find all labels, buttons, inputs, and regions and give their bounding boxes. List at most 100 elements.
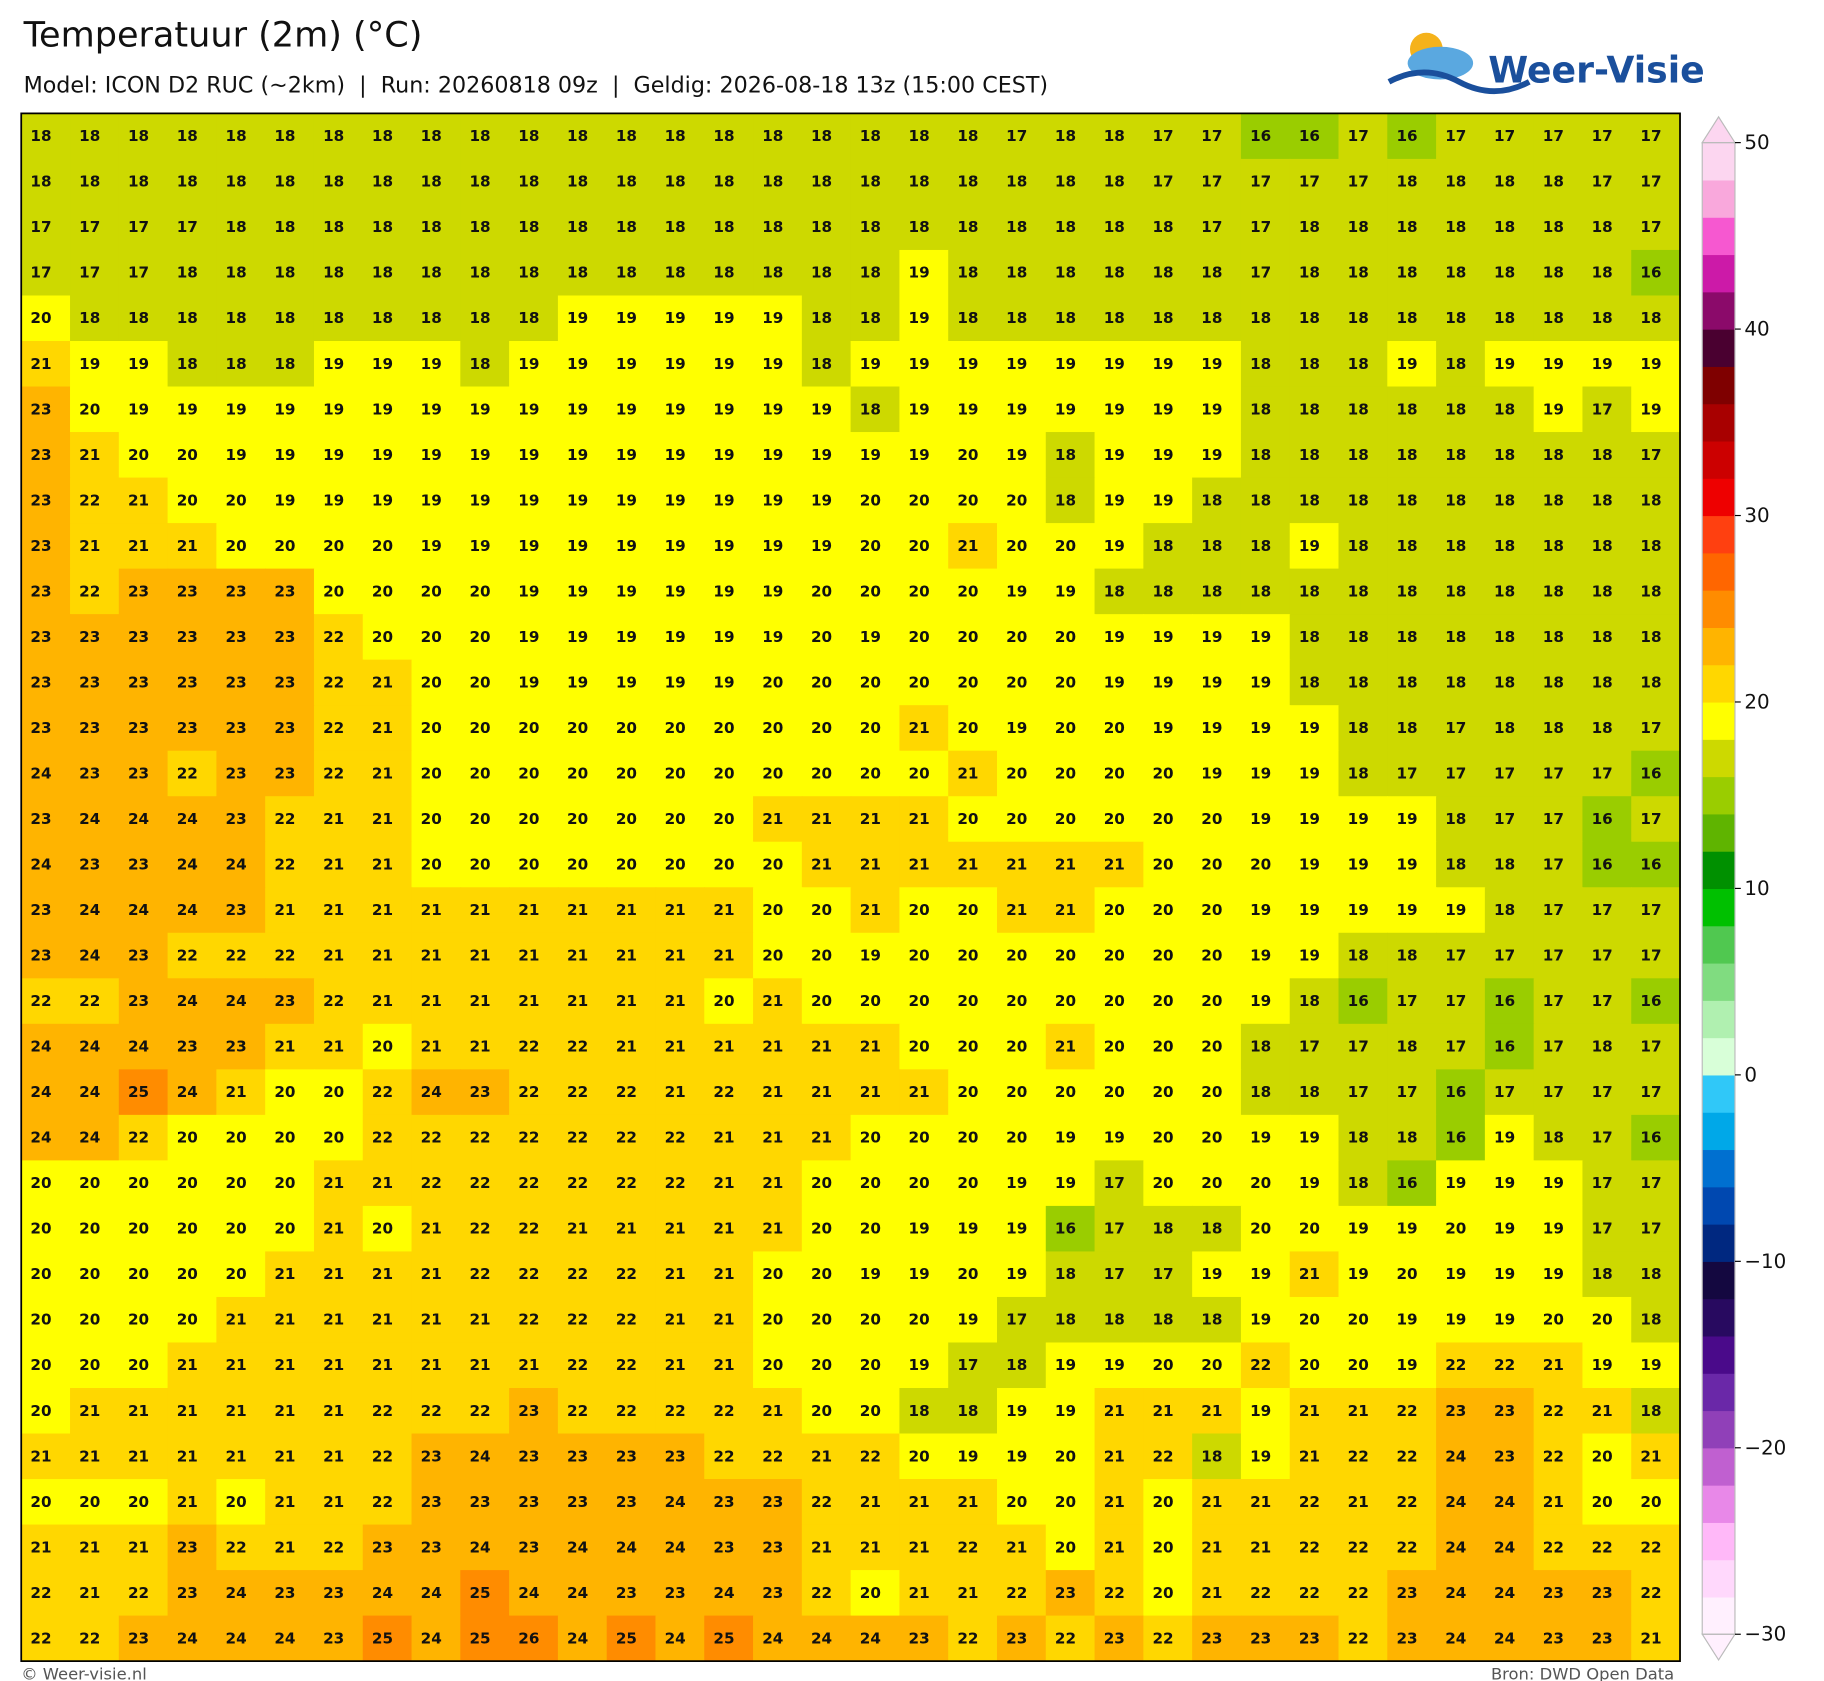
temperature-label: 18: [1396, 1038, 1417, 1056]
temperature-cell: [996, 1251, 1047, 1298]
temperature-cell: [509, 1296, 559, 1344]
temperature-cell: [1582, 659, 1632, 706]
temperature-label: 22: [469, 1265, 490, 1283]
temperature-cell: [899, 523, 949, 570]
temperature-cell: [1436, 614, 1486, 661]
temperature-label: 20: [1201, 901, 1222, 919]
temperature-label: 20: [1006, 810, 1027, 828]
temperature-label: 20: [957, 810, 978, 828]
temperature-label: 24: [177, 901, 198, 919]
temperature-label: 21: [274, 1038, 295, 1056]
temperature-cell: [1484, 1615, 1535, 1662]
temperature-label: 17: [1543, 810, 1564, 828]
temperature-label: 19: [1396, 355, 1417, 373]
temperature-label: 18: [518, 173, 539, 191]
temperature-label: 19: [1299, 855, 1320, 873]
temperature-cell: [216, 477, 266, 524]
colorbar-band: [1702, 701, 1735, 740]
temperature-label: 20: [469, 628, 490, 646]
temperature-cell: [655, 1296, 705, 1344]
temperature-label: 21: [665, 992, 686, 1010]
temperature-cell: [313, 659, 364, 706]
temperature-label: 18: [1201, 1311, 1222, 1329]
temperature-cell: [411, 295, 462, 342]
temperature-cell: [606, 705, 657, 752]
temperature-cell: [411, 614, 462, 661]
temperature-cell: [1436, 1296, 1486, 1344]
temperature-label: 22: [860, 1447, 881, 1465]
temperature-cell: [1289, 158, 1340, 206]
temperature-cell: [1192, 477, 1242, 524]
temperature-cell: [1143, 568, 1193, 615]
temperature-label: 20: [762, 901, 783, 919]
temperature-cell: [1192, 1342, 1242, 1389]
temperature-label: 22: [665, 1174, 686, 1192]
temperature-cell: [1484, 295, 1535, 342]
temperature-label: 19: [1494, 1129, 1515, 1147]
temperature-label: 18: [226, 309, 247, 327]
temperature-cell: [1436, 1023, 1486, 1071]
temperature-cell: [1289, 614, 1340, 661]
temperature-label: 19: [1299, 901, 1320, 919]
temperature-label: 20: [79, 1356, 100, 1374]
temperature-cell: [704, 1615, 754, 1662]
temperature-label: 20: [274, 1220, 295, 1238]
temperature-label: 21: [323, 855, 344, 873]
temperature-cell: [460, 841, 510, 888]
temperature-label: 18: [1543, 309, 1564, 327]
temperature-cell: [948, 1160, 998, 1207]
temperature-cell: [313, 113, 364, 160]
temperature-cell: [118, 1479, 169, 1526]
temperature-cell: [1436, 386, 1486, 433]
temperature-label: 18: [567, 218, 588, 236]
temperature-label: 20: [30, 1356, 51, 1374]
temperature-label: 21: [30, 355, 51, 373]
temperature-cell: [655, 1433, 705, 1480]
temperature-cell: [1289, 295, 1340, 342]
temperature-cell: [606, 1296, 657, 1344]
temperature-cell: [704, 1205, 754, 1253]
temperature-cell: [362, 614, 413, 661]
temperature-label: 23: [665, 1447, 686, 1465]
temperature-label: 22: [1640, 1584, 1661, 1602]
temperature-label: 24: [421, 1629, 442, 1647]
temperature-label: 18: [1299, 309, 1320, 327]
temperature-cell: [1436, 249, 1486, 297]
temperature-label: 17: [957, 1356, 978, 1374]
temperature-label: 20: [616, 855, 637, 873]
temperature-cell: [460, 1296, 510, 1344]
temperature-label: 20: [1153, 855, 1174, 873]
temperature-cell: [557, 568, 608, 615]
temperature-label: 18: [1348, 1174, 1369, 1192]
temperature-label: 20: [226, 537, 247, 555]
temperature-cell: [216, 614, 266, 661]
temperature-label: 20: [1055, 992, 1076, 1010]
temperature-label: 18: [713, 218, 734, 236]
temperature-label: 18: [1543, 446, 1564, 464]
temperature-label: 21: [323, 1038, 344, 1056]
temperature-cell: [118, 705, 169, 752]
temperature-cell: [1436, 1205, 1486, 1253]
temperature-cell: [1094, 1069, 1145, 1116]
temperature-label: 19: [1201, 446, 1222, 464]
temperature-label: 19: [1348, 901, 1369, 919]
temperature-label: 18: [1055, 1311, 1076, 1329]
temperature-label: 17: [1543, 1083, 1564, 1101]
temperature-label: 17: [1592, 173, 1613, 191]
temperature-label: 18: [1445, 582, 1466, 600]
temperature-label: 20: [1006, 1129, 1027, 1147]
temperature-label: 19: [811, 491, 832, 509]
logo-text: Weer-Visie: [1488, 49, 1704, 92]
temperature-cell: [655, 978, 705, 1025]
temperature-label: 20: [177, 1265, 198, 1283]
temperature-cell: [167, 614, 218, 661]
temperature-cell: [21, 158, 71, 206]
temperature-label: 18: [1543, 264, 1564, 282]
temperature-cell: [21, 705, 71, 752]
temperature-label: 19: [1250, 1402, 1271, 1420]
temperature-cell: [118, 1023, 169, 1071]
temperature-cell: [996, 614, 1047, 661]
temperature-cell: [753, 750, 803, 797]
temperature-label: 18: [1104, 309, 1125, 327]
temperature-label: 16: [1640, 764, 1661, 782]
